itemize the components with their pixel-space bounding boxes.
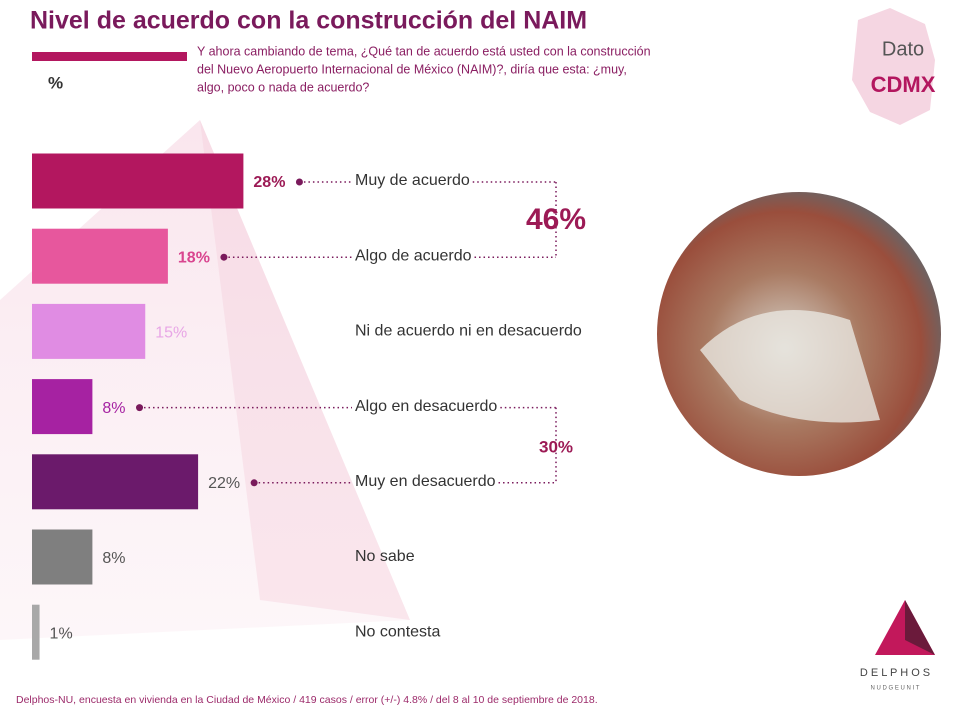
category-label: Muy de acuerdo: [355, 172, 470, 189]
category-label: Algo de acuerdo: [355, 247, 472, 264]
category-label: Muy en desacuerdo: [355, 473, 496, 490]
value-label: 22%: [208, 475, 240, 492]
photo-detail: [700, 310, 880, 423]
badge-line: Dato: [882, 38, 924, 60]
category-label: Algo en desacuerdo: [355, 398, 497, 415]
footer: Delphos-NU, encuesta en vivienda en la C…: [16, 694, 598, 706]
bar: [32, 604, 40, 660]
logo-mark: [905, 600, 935, 655]
annotation: 46%: [526, 203, 586, 236]
logo-name: D E L P H O S: [860, 667, 930, 679]
question-line: del Nuevo Aeropuerto Internacional de Mé…: [197, 62, 627, 76]
value-label: 1%: [50, 625, 73, 642]
annotation: 30%: [539, 437, 573, 456]
category-label: Ni de acuerdo ni en desacuerdo: [355, 323, 582, 340]
category-label: No contesta: [355, 623, 440, 640]
value-label: 8%: [102, 400, 125, 417]
value-label: 28%: [253, 174, 285, 191]
value-label: 18%: [178, 249, 210, 266]
logo-tagline: N U D G E U N I T: [871, 686, 920, 692]
bar: [32, 379, 93, 435]
chart-title: Nivel de acuerdo con la construcción del…: [30, 7, 587, 35]
background-pyramid-face: [200, 120, 410, 620]
bar: [32, 454, 199, 510]
bar: [32, 529, 93, 585]
bar: [32, 228, 168, 284]
category-label: No sabe: [355, 548, 415, 565]
subtitle: %: [48, 73, 63, 92]
value-label: 15%: [155, 325, 187, 342]
question-line: algo, poco o nada de acuerdo?: [197, 80, 369, 94]
value-label: 8%: [102, 550, 125, 567]
bar: [32, 303, 146, 359]
bar-chart: 28% Muy de acuerdo 18% Algo de acuerdo 15% Ni…: [32, 153, 586, 660]
title-bar: [32, 52, 187, 61]
bar: [32, 153, 244, 209]
badge-line: CDMX: [871, 72, 936, 97]
question-line: Y ahora cambiando de tema, ¿Qué tan de a…: [197, 44, 651, 58]
cdmx-shape: [852, 8, 935, 125]
